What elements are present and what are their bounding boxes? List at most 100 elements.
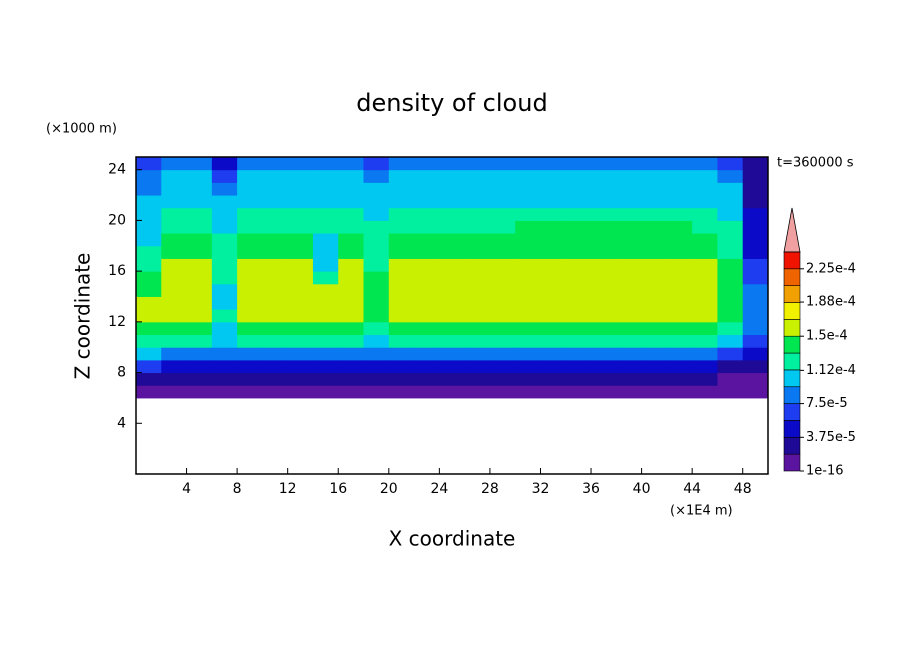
cell — [338, 321, 365, 336]
cell — [287, 321, 314, 336]
cell — [616, 309, 643, 323]
cell — [666, 359, 693, 374]
cell — [666, 271, 693, 285]
cell — [641, 169, 668, 183]
cell — [464, 271, 491, 285]
cell — [287, 283, 314, 297]
cell — [211, 283, 238, 297]
colorbar-band — [783, 285, 801, 303]
cell — [591, 258, 617, 272]
cell — [489, 283, 516, 297]
cell — [666, 220, 693, 234]
cell — [742, 157, 769, 171]
cell — [136, 321, 162, 336]
cell — [237, 157, 263, 171]
cell — [388, 207, 415, 221]
cell — [287, 182, 314, 196]
cell — [136, 195, 162, 209]
cell — [439, 245, 466, 259]
cell — [565, 321, 592, 336]
cell — [742, 347, 769, 361]
cell — [186, 195, 213, 209]
cell — [211, 245, 238, 259]
x-tick-label: 8 — [233, 481, 242, 497]
cell — [211, 233, 238, 247]
cell — [540, 169, 567, 183]
cell — [641, 233, 668, 247]
x-tick-label: 16 — [329, 481, 347, 497]
cell — [489, 309, 516, 323]
cell — [666, 372, 693, 386]
cell — [312, 321, 339, 336]
cell — [211, 309, 238, 323]
colorbar-tick-label: 2.25e-4 — [806, 261, 856, 276]
cell — [186, 372, 213, 386]
cell — [161, 271, 188, 285]
cell — [414, 347, 440, 361]
cell — [161, 296, 188, 310]
cell — [742, 195, 769, 209]
cell — [540, 220, 567, 234]
cell — [717, 233, 744, 247]
cell — [136, 207, 162, 221]
cell — [742, 220, 769, 234]
cell — [666, 283, 693, 297]
cell — [717, 182, 744, 196]
cell — [489, 233, 516, 247]
cell — [161, 195, 188, 209]
cell — [338, 207, 365, 221]
cell — [565, 347, 592, 361]
cell — [717, 296, 744, 310]
cell — [262, 372, 289, 386]
cell — [363, 195, 390, 209]
cell — [742, 359, 769, 374]
cell — [591, 245, 617, 259]
cell — [742, 372, 769, 386]
cell — [565, 385, 592, 399]
cell — [616, 233, 643, 247]
colorbar-band — [783, 335, 801, 354]
cell — [717, 385, 744, 399]
cell — [237, 347, 263, 361]
cell — [692, 220, 718, 234]
cell — [489, 296, 516, 310]
cell — [666, 309, 693, 323]
cell — [186, 283, 213, 297]
cell — [287, 359, 314, 374]
cell — [515, 182, 541, 196]
cell — [237, 258, 263, 272]
cell — [161, 157, 188, 171]
cell — [287, 220, 314, 234]
cell — [717, 321, 744, 336]
cell — [515, 385, 541, 399]
cell — [464, 309, 491, 323]
cell — [591, 271, 617, 285]
cell — [540, 359, 567, 374]
cell — [312, 347, 339, 361]
cell — [666, 334, 693, 348]
cell — [464, 283, 491, 297]
cell — [414, 182, 440, 196]
y-tick-label: 16 — [108, 263, 126, 279]
cell — [616, 321, 643, 336]
cell — [591, 207, 617, 221]
plot-frame — [135, 156, 769, 475]
cell — [641, 296, 668, 310]
cell — [211, 271, 238, 285]
cell — [287, 385, 314, 399]
cell — [540, 195, 567, 209]
cell — [616, 207, 643, 221]
cell — [388, 169, 415, 183]
cell — [414, 321, 440, 336]
cell — [312, 296, 339, 310]
cell — [388, 182, 415, 196]
cell — [565, 283, 592, 297]
cell — [641, 372, 668, 386]
cell — [641, 220, 668, 234]
cell — [692, 372, 718, 386]
colorbar-extension — [783, 207, 801, 253]
cell — [666, 245, 693, 259]
cell — [742, 182, 769, 196]
y-tick-label: 24 — [108, 162, 126, 178]
cell — [363, 347, 390, 361]
